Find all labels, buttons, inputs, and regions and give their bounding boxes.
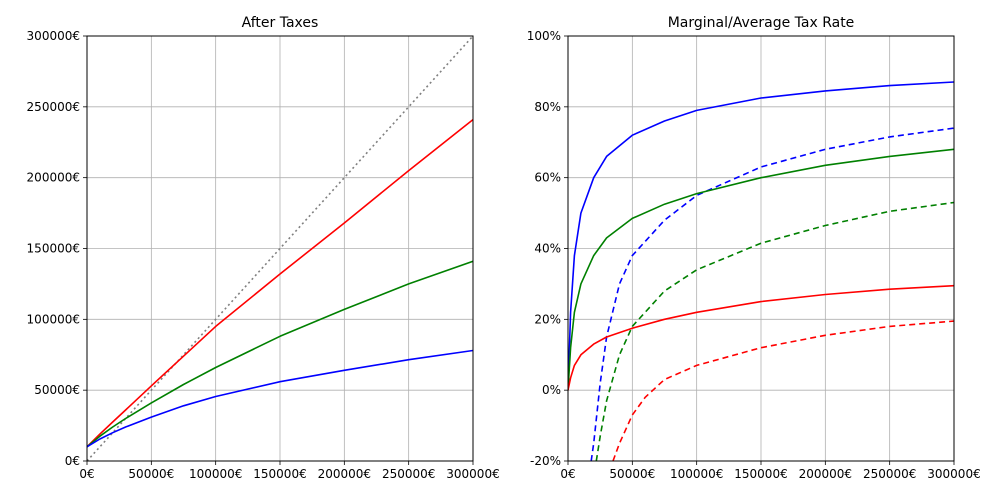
chart-title: Marginal/Average Tax Rate [668,15,855,31]
y-tick-label: 0€ [65,454,80,468]
y-tick-label: -20% [530,454,561,468]
y-tick-label: 40% [534,242,561,256]
series-line-3 [568,148,954,391]
series-line-5 [568,284,954,391]
y-tick-label: 80% [534,100,561,114]
tax-rate-chart: 0€ 50000€ 100000€ 150000€ 200000€ 250000€ 3000… [527,15,981,481]
x-tick-label: 50000€ [128,467,174,481]
series-line-1 [568,81,954,391]
after-taxes-chart: 0€ 50000€ 100000€ 150000€ 200000€ 250000€ 3000… [27,15,500,481]
x-tick-label: 200000€ [799,467,852,481]
series-line-2 [87,118,473,448]
y-tick-label: 200000€ [27,171,80,185]
x-tick-label: 0€ [79,467,94,481]
x-tick-label: 100000€ [189,467,242,481]
x-tick-label: 300000€ [927,467,980,481]
y-tick-label: 60% [534,171,561,185]
series-line-3 [87,260,473,448]
x-tick-label: 300000€ [446,467,499,481]
y-tick-label: 0% [542,383,561,397]
series-group [87,36,473,461]
y-tick-label: 50000€ [34,383,80,397]
x-tick-label: 250000€ [382,467,435,481]
chart-title: After Taxes [242,15,319,31]
y-tick-label: 150000€ [27,242,80,256]
x-tick-label: 50000€ [609,467,655,481]
series-line-4 [595,201,954,461]
y-tick-label: 300000€ [27,29,80,43]
x-tick-label: 0€ [560,467,575,481]
series-line-4 [87,349,473,448]
series-line-2 [590,127,954,461]
x-tick-label: 250000€ [863,467,916,481]
series-line-6 [612,320,954,461]
x-tick-label: 100000€ [670,467,723,481]
x-tick-label: 150000€ [734,467,787,481]
x-tick-label: 150000€ [253,467,306,481]
y-tick-label: 100% [527,29,561,43]
x-tick-label: 200000€ [318,467,371,481]
y-tick-label: 20% [534,312,561,326]
series-group [568,81,954,461]
series-line-1 [87,36,473,461]
y-tick-label: 100000€ [27,312,80,326]
y-tick-label: 250000€ [27,100,80,114]
